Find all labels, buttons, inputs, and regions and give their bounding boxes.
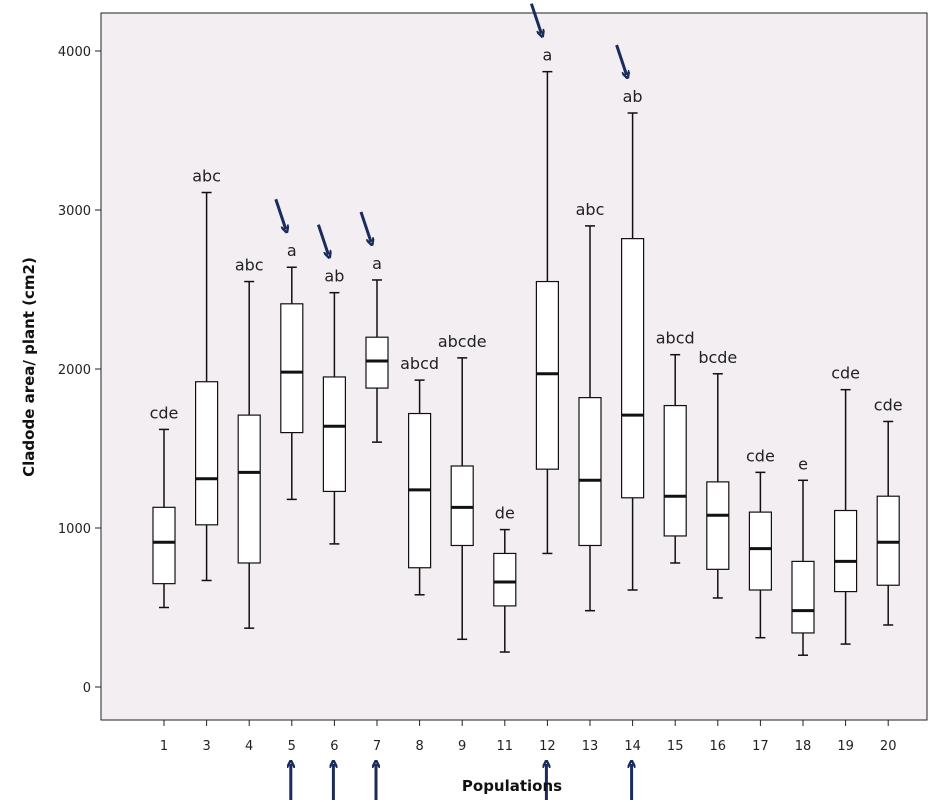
sig-label-14: ab [623, 87, 643, 106]
box-12 [535, 70, 560, 555]
y-tick-label: 2000 [58, 363, 91, 378]
y-axis-title: Cladode area/ plant (cm2) [20, 257, 38, 477]
box-11 [493, 528, 517, 653]
box-body [748, 511, 773, 591]
box-body [195, 381, 219, 526]
sig-label-3: abc [192, 167, 221, 186]
sig-label-9: abcde [438, 332, 487, 351]
x-tick-label: 4 [245, 739, 253, 754]
sig-label-4: abc [235, 256, 264, 275]
box-15 [663, 353, 687, 564]
y-tick-label: 0 [83, 681, 91, 696]
box-7 [365, 279, 389, 443]
box-body [706, 481, 730, 570]
sig-label-1: cde [150, 403, 179, 422]
box-13 [578, 225, 602, 612]
sig-label-6: ab [324, 267, 344, 286]
box-19 [833, 388, 858, 645]
x-tick-label: 14 [624, 739, 641, 754]
box-body [365, 336, 389, 389]
box-body [791, 560, 815, 634]
sig-label-19: cde [831, 364, 860, 383]
box-body [663, 404, 687, 537]
box-5 [280, 266, 304, 501]
y-tick-label: 4000 [58, 45, 91, 60]
box-20 [876, 420, 900, 626]
x-axis-title: Populations [462, 777, 562, 795]
box-18 [791, 479, 815, 656]
sig-label-7: a [372, 254, 382, 273]
x-tick-label: 20 [880, 739, 897, 754]
box-6 [322, 291, 346, 545]
x-tick-label: 11 [497, 739, 514, 754]
box-body [535, 280, 560, 470]
x-tick-label: 8 [415, 739, 423, 754]
box-8 [408, 379, 432, 596]
box-body [833, 509, 858, 593]
box-series [152, 70, 900, 656]
box-1 [152, 428, 176, 609]
x-tick-label: 16 [710, 739, 727, 754]
arrow-annotations [274, 3, 632, 800]
y-axis: 0 1000 2000 3000 4000 [58, 45, 101, 696]
sig-label-15: abcd [656, 329, 695, 348]
top-arrow-7 [359, 211, 371, 242]
top-arrow-6 [316, 224, 328, 255]
box-body [493, 552, 517, 607]
box-body [237, 414, 261, 564]
sig-label-12: a [542, 46, 552, 65]
sig-label-5: a [287, 241, 297, 260]
x-tick-label: 1 [160, 739, 168, 754]
significance-labels: cdeabcabcaabaabcdabcdedeaabcababcdbcdecd… [150, 46, 903, 523]
box-body [152, 506, 176, 585]
box-17 [748, 471, 773, 639]
box-body [578, 397, 602, 547]
top-arrow-12 [529, 3, 541, 34]
x-tick-label: 6 [330, 739, 338, 754]
sig-label-8: abcd [400, 354, 439, 373]
box-14 [620, 112, 645, 591]
sig-label-18: e [798, 454, 808, 473]
box-body [620, 238, 645, 499]
x-tick-label: 3 [202, 739, 210, 754]
box-body [322, 376, 346, 493]
x-tick-label: 12 [539, 739, 556, 754]
box-body [876, 495, 900, 586]
sig-label-17: cde [746, 446, 775, 465]
box-body [450, 465, 474, 547]
box-16 [706, 373, 730, 599]
x-tick-label: 17 [752, 739, 769, 754]
x-tick-label: 15 [667, 739, 684, 754]
top-arrow-5 [274, 198, 286, 229]
y-tick-label: 1000 [58, 522, 91, 537]
sig-label-11: de [495, 504, 515, 523]
x-tick-label: 7 [373, 739, 381, 754]
box-4 [237, 280, 261, 629]
x-tick-label: 9 [458, 739, 466, 754]
top-arrow-14 [615, 44, 627, 75]
box-body [280, 303, 304, 434]
sig-label-16: bcde [698, 348, 737, 367]
x-tick-label: 19 [837, 739, 854, 754]
sig-label-20: cde [874, 395, 903, 414]
sig-label-13: abc [576, 200, 605, 219]
x-tick-label: 5 [288, 739, 296, 754]
x-axis: 1 3 4 5 6 7 8 9 11 12 13 14 15 16 17 18 19 20 [160, 720, 897, 754]
box-3 [195, 191, 219, 582]
y-tick-label: 3000 [58, 204, 91, 219]
box-9 [450, 357, 474, 641]
x-tick-label: 13 [582, 739, 599, 754]
x-tick-label: 18 [795, 739, 812, 754]
